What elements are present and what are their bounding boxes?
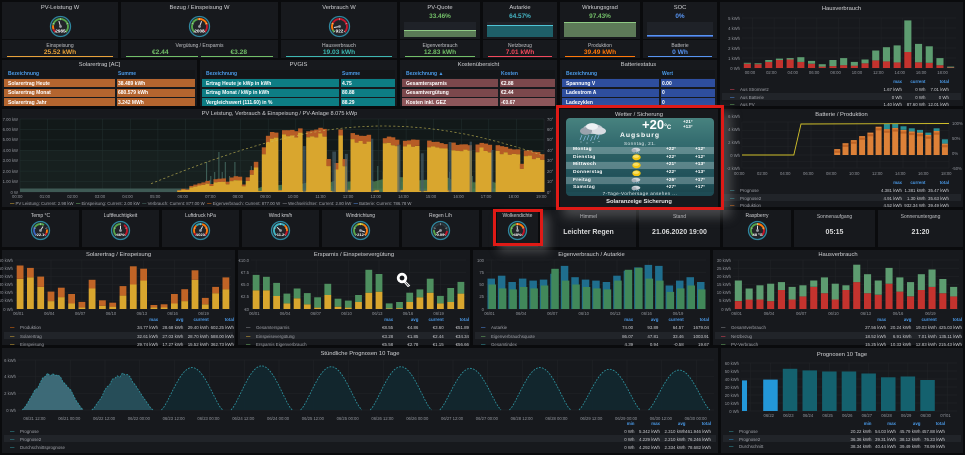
svg-text:1021: 1021 (196, 232, 206, 237)
svg-text:0.09: 0.09 (437, 232, 446, 237)
svg-text:48%: 48% (513, 232, 521, 237)
svg-text:212: 212 (357, 232, 364, 237)
svg-text:46%: 46% (116, 232, 124, 237)
svg-text:922: 922 (335, 28, 343, 33)
svg-text:22.1: 22.1 (37, 232, 46, 237)
svg-text:48 °C: 48 °C (752, 232, 762, 237)
svg-text:2008: 2008 (194, 28, 205, 33)
svg-text:2985: 2985 (55, 28, 66, 33)
svg-text:11.2: 11.2 (277, 232, 285, 237)
